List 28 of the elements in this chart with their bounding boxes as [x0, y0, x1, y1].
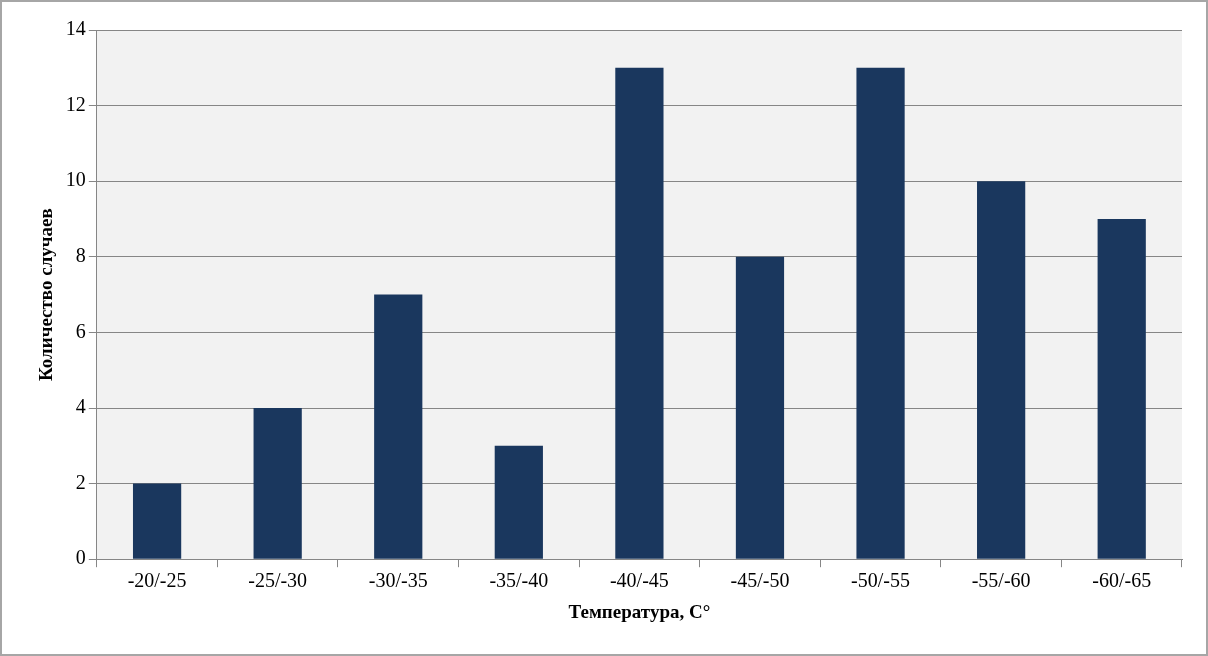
y-tick-label: 10 [65, 168, 86, 191]
x-tick-label: -45/-50 [730, 569, 790, 592]
x-tick-label: -35/-40 [489, 569, 549, 592]
y-axis-title: Количество случаев [35, 208, 57, 381]
y-tick-label: 0 [75, 546, 86, 569]
x-tick-label: -25/-30 [248, 569, 308, 592]
bar [1097, 219, 1146, 559]
y-tick-label: 8 [75, 244, 86, 267]
y-tick-label: 14 [65, 17, 86, 40]
x-tick-label: -50/-55 [851, 569, 910, 592]
x-tick-label: -30/-35 [368, 569, 428, 592]
bar [977, 181, 1026, 559]
y-tick-label: 12 [65, 92, 86, 115]
bar [253, 408, 302, 559]
y-tick-label: 6 [75, 319, 86, 342]
bar [374, 294, 423, 559]
x-tick-label: -40/-45 [609, 569, 669, 592]
y-tick-label: 4 [75, 395, 86, 418]
bar [494, 445, 543, 559]
bar [615, 67, 664, 559]
bar [856, 67, 905, 559]
x-tick-label: -60/-65 [1092, 569, 1152, 592]
y-tick-label: 2 [75, 470, 86, 493]
bar [132, 483, 182, 559]
x-axis-title: Температура, С° [568, 600, 711, 622]
bar [735, 256, 785, 559]
x-tick-label: -20/-25 [127, 569, 187, 592]
x-tick-label: -55/-60 [971, 569, 1031, 592]
